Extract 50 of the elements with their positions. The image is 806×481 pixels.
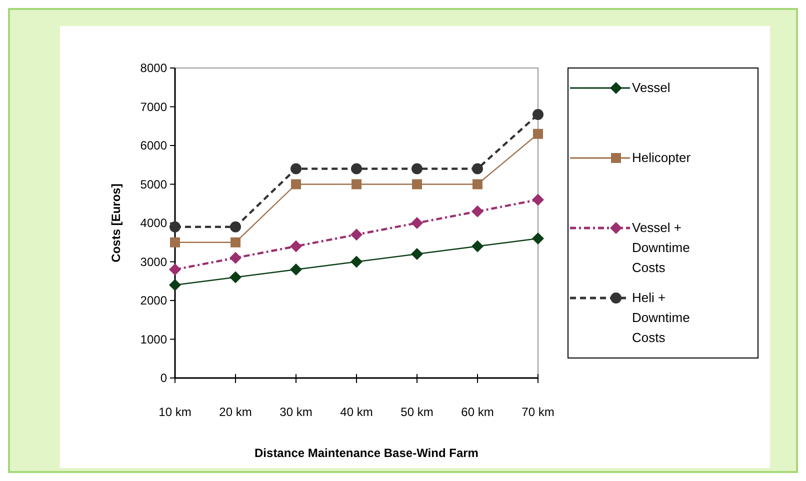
y-tick-label: 4000 <box>140 216 168 230</box>
point <box>472 163 483 174</box>
legend-label: Vessel + Downtime Costs <box>632 220 690 275</box>
point <box>230 237 240 248</box>
point <box>412 179 422 190</box>
point <box>170 237 180 248</box>
point <box>350 256 362 268</box>
legend-label: Heli + Downtime Costs <box>632 290 690 345</box>
point <box>411 217 423 229</box>
point <box>290 163 302 174</box>
point <box>472 240 484 252</box>
legend-label: Helicopter <box>632 150 692 165</box>
point <box>290 264 302 276</box>
point <box>170 221 180 232</box>
y-tick-label: 7000 <box>140 100 168 114</box>
y-tick-label: 6000 <box>140 138 168 153</box>
point <box>411 248 423 260</box>
point <box>352 179 362 190</box>
y-tick-label: 2000 <box>140 294 168 308</box>
point <box>472 179 482 190</box>
y-axis-title: Costs [Euros] <box>109 184 123 262</box>
y-tick-label: 0 <box>160 371 168 386</box>
point <box>532 194 544 206</box>
legend-label: Vessel <box>632 80 670 95</box>
y-tick-label: 1000 <box>140 332 168 346</box>
point <box>169 264 181 276</box>
x-tick-label: 30 km <box>280 405 312 419</box>
point <box>532 109 544 120</box>
point <box>472 205 484 218</box>
x-tick-label: 60 km <box>461 405 494 419</box>
x-tick-label: 20 km <box>219 405 252 419</box>
x-tick-label: 40 km <box>340 405 373 419</box>
point <box>230 271 242 284</box>
y-tick-label: 8000 <box>140 61 168 76</box>
x-tick-label: 50 km <box>400 405 434 419</box>
point <box>290 240 302 252</box>
point <box>351 163 362 174</box>
point <box>412 163 422 174</box>
point <box>291 179 301 190</box>
x-axis-title: Distance Maintenance Base-Wind Farm <box>254 446 478 460</box>
x-tick-label: 10 km <box>158 405 192 419</box>
point <box>350 228 362 241</box>
point <box>169 279 181 291</box>
x-tick-label: 70 km <box>522 405 554 419</box>
point <box>230 252 242 264</box>
point <box>533 128 543 139</box>
y-tick-label: 3000 <box>140 254 168 269</box>
y-tick-label: 5000 <box>140 177 168 192</box>
point <box>532 232 544 244</box>
point <box>230 221 241 232</box>
